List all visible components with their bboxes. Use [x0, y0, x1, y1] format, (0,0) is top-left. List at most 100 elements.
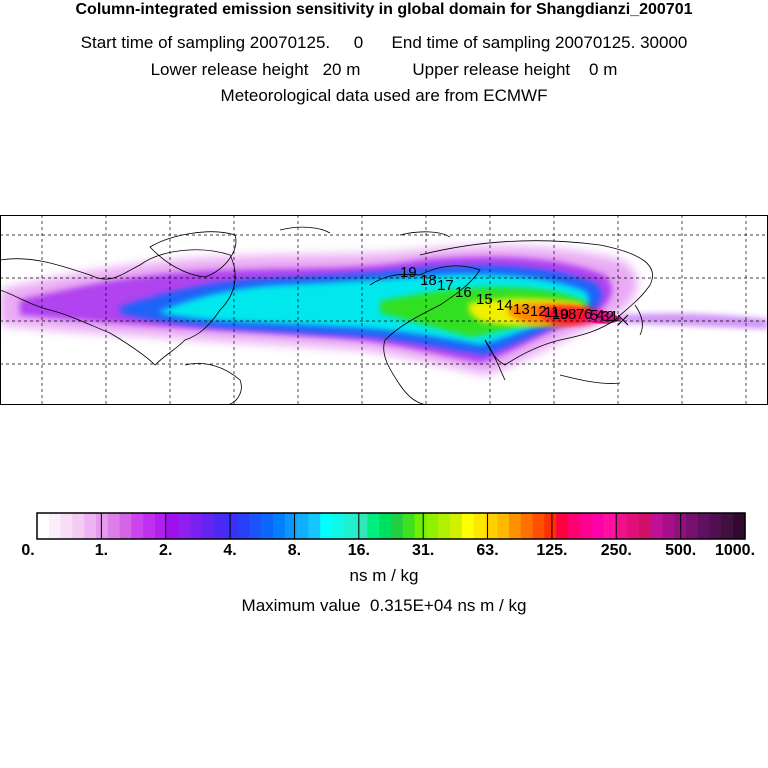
- colorbar-cell: [402, 513, 416, 539]
- colorbar-cell: [119, 513, 132, 539]
- colorbar-tick-label: 16.: [348, 542, 370, 559]
- colorbar-cell: [544, 513, 557, 539]
- plume-core-magenta: [585, 310, 622, 324]
- colorbar-cell: [190, 513, 203, 539]
- trajectory-day-label: 1: [610, 308, 618, 325]
- colorbar-cell: [367, 513, 380, 539]
- colorbar-cells: [37, 513, 746, 539]
- north-america-coast: [0, 249, 236, 366]
- colorbar-cell: [686, 513, 699, 539]
- colorbar-cell: [214, 513, 227, 539]
- colorbar-tick-label: 31.: [412, 542, 434, 559]
- colorbar: 0. 1. 2. 4. 8. 16. 31. 63. 125. 250. 500. 1000.: [21, 512, 755, 559]
- colorbar-tick-label: 0.: [21, 542, 34, 559]
- colorbar-tick-label: 250.: [601, 542, 632, 559]
- colorbar-tick-label: 125.: [536, 542, 567, 559]
- colorbar-cell: [320, 513, 333, 539]
- map-title: Column-integrated emission sensitivity i…: [75, 1, 693, 18]
- colorbar-cell: [697, 513, 711, 539]
- colorbar-cell: [284, 513, 298, 539]
- colorbar-cell: [202, 513, 215, 539]
- colorbar-cell: [332, 513, 345, 539]
- colorbar-tick-label: 63.: [476, 542, 498, 559]
- colorbar-cell: [520, 513, 534, 539]
- trajectory-day-label: 3: [601, 308, 609, 325]
- colorbar-cell: [603, 513, 616, 539]
- colorbar-cell: [379, 513, 392, 539]
- sensitivity-plume: [0, 246, 768, 375]
- trajectory-day-label: 15: [476, 291, 493, 308]
- colorbar-cell: [615, 513, 628, 539]
- colorbar-cell: [709, 513, 722, 539]
- trajectory-day-label: 19: [400, 264, 417, 281]
- india-coast: [484, 339, 506, 381]
- colorbar-cell: [591, 513, 604, 539]
- colorbar-cell: [662, 513, 675, 539]
- trajectory-day-label: 14: [496, 297, 513, 314]
- colorbar-cell: [461, 513, 475, 539]
- colorbar-cell: [414, 513, 427, 539]
- colorbar-cell: [343, 513, 357, 539]
- colorbar-cell: [733, 513, 746, 539]
- trajectory-day-label: 4: [596, 307, 604, 324]
- colorbar-ticks: [100, 513, 682, 539]
- colorbar-tick-label: 4.: [223, 542, 236, 559]
- trajectory-day-label: 7: [576, 306, 584, 323]
- japan-coast: [634, 304, 643, 336]
- colorbar-cell: [438, 513, 451, 539]
- trajectory-day-label: 18: [420, 272, 437, 289]
- trajectory-day-label: 13: [513, 301, 530, 318]
- colorbar-cell: [225, 513, 239, 539]
- colorbar-cell: [60, 513, 73, 539]
- graticule: [0, 215, 768, 405]
- colorbar-cell: [473, 513, 486, 539]
- colorbar-cell: [273, 513, 286, 539]
- colorbar-tick-label: 1.: [95, 542, 108, 559]
- colorbar-cell: [556, 513, 569, 539]
- arctic-islands: [279, 226, 451, 238]
- colorbar-cell: [721, 513, 734, 539]
- colorbar-cell: [650, 513, 663, 539]
- colorbar-cell: [579, 513, 593, 539]
- colorbar-cell: [249, 513, 262, 539]
- colorbar-frame: [36, 512, 746, 540]
- coastlines: [0, 226, 653, 405]
- indonesia-coast: [559, 374, 621, 384]
- colorbar-cell: [37, 513, 50, 539]
- colorbar-cell: [166, 513, 180, 539]
- colorbar-cell: [155, 513, 168, 539]
- colorbar-cell: [237, 513, 250, 539]
- colorbar-cell: [48, 513, 62, 539]
- colorbar-cell: [497, 513, 510, 539]
- trajectory-day-label: 10: [552, 306, 569, 323]
- colorbar-cell: [178, 513, 191, 539]
- colorbar-cell: [568, 513, 581, 539]
- trajectory-day-label: 6: [584, 306, 592, 323]
- greenland-coast: [149, 231, 237, 278]
- colorbar-cell: [96, 513, 109, 539]
- colorbar-tick-label: 1000.: [715, 542, 755, 559]
- europe-africa-coast: [369, 265, 481, 405]
- colorbar-cell: [107, 513, 121, 539]
- colorbar-cell: [485, 513, 498, 539]
- colorbar-cell: [296, 513, 309, 539]
- colorbar-cell: [532, 513, 545, 539]
- colorbar-cell: [426, 513, 439, 539]
- trajectory-day-label: 12: [530, 303, 547, 320]
- colorbar-tick-labels: 0. 1. 2. 4. 8. 16. 31. 63. 125. 250. 500. 1000.: [21, 542, 755, 559]
- colorbar-tick-label: 500.: [665, 542, 696, 559]
- colorbar-cell: [308, 513, 321, 539]
- colorbar-cell: [450, 513, 463, 539]
- colorbar-cell: [261, 513, 274, 539]
- trajectory-day-label: 11: [544, 304, 560, 321]
- sampling-time-line: Start time of sampling 20070125. 0 End t…: [80, 33, 688, 52]
- maximum-value-text: Maximum value 0.315E+04 ns m / kg: [241, 596, 527, 615]
- trajectory-day-label: 5: [590, 307, 598, 324]
- colorbar-cell: [131, 513, 144, 539]
- release-height-line: Lower release height 20 m Upper release …: [150, 60, 618, 79]
- trajectory-day-label: 8: [568, 306, 576, 323]
- colorbar-cell: [391, 513, 404, 539]
- colorbar-tick-label: 8.: [288, 542, 301, 559]
